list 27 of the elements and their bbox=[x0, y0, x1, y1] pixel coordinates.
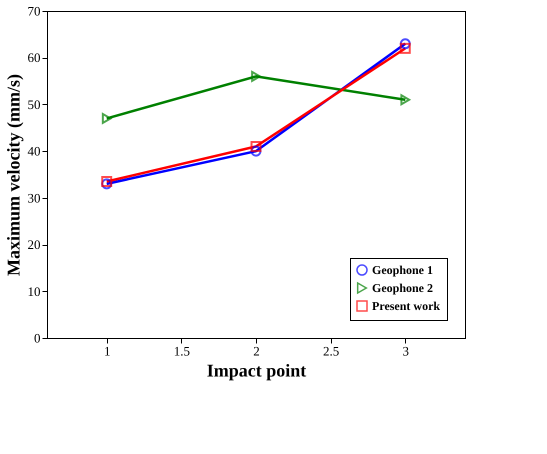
point bbox=[102, 112, 112, 124]
x-tick-label: 1.5 bbox=[174, 344, 190, 358]
point bbox=[400, 42, 411, 54]
x-tick-label: 1 bbox=[104, 344, 110, 358]
y-tick-label: 10 bbox=[28, 284, 40, 299]
y-tick-label: 50 bbox=[28, 96, 40, 112]
legend-label: Geophone 1 bbox=[372, 263, 434, 277]
point bbox=[101, 178, 112, 190]
point bbox=[250, 146, 262, 157]
x-axis-title: Impact point bbox=[206, 360, 306, 380]
point bbox=[251, 70, 261, 82]
point bbox=[250, 141, 262, 152]
point bbox=[400, 94, 410, 106]
y-tick-label: 0 bbox=[34, 330, 40, 346]
x-tick-label: 2 bbox=[253, 344, 260, 358]
point bbox=[400, 38, 411, 50]
x-tick-label: 2.5 bbox=[323, 344, 340, 358]
legend-label: Present work bbox=[372, 299, 440, 313]
x-tick-label: 3 bbox=[402, 344, 410, 358]
y-tick-label: 70 bbox=[28, 4, 40, 18]
y-tick-label: 30 bbox=[28, 190, 40, 206]
y-axis-title: Maximum velocity (mm/s) bbox=[4, 74, 24, 276]
y-tick-label: 40 bbox=[28, 144, 40, 159]
legend-label: Geophone 2 bbox=[372, 281, 434, 295]
point bbox=[101, 176, 112, 187]
y-tick-label: 60 bbox=[28, 50, 40, 66]
y-tick-label: 20 bbox=[28, 237, 40, 252]
